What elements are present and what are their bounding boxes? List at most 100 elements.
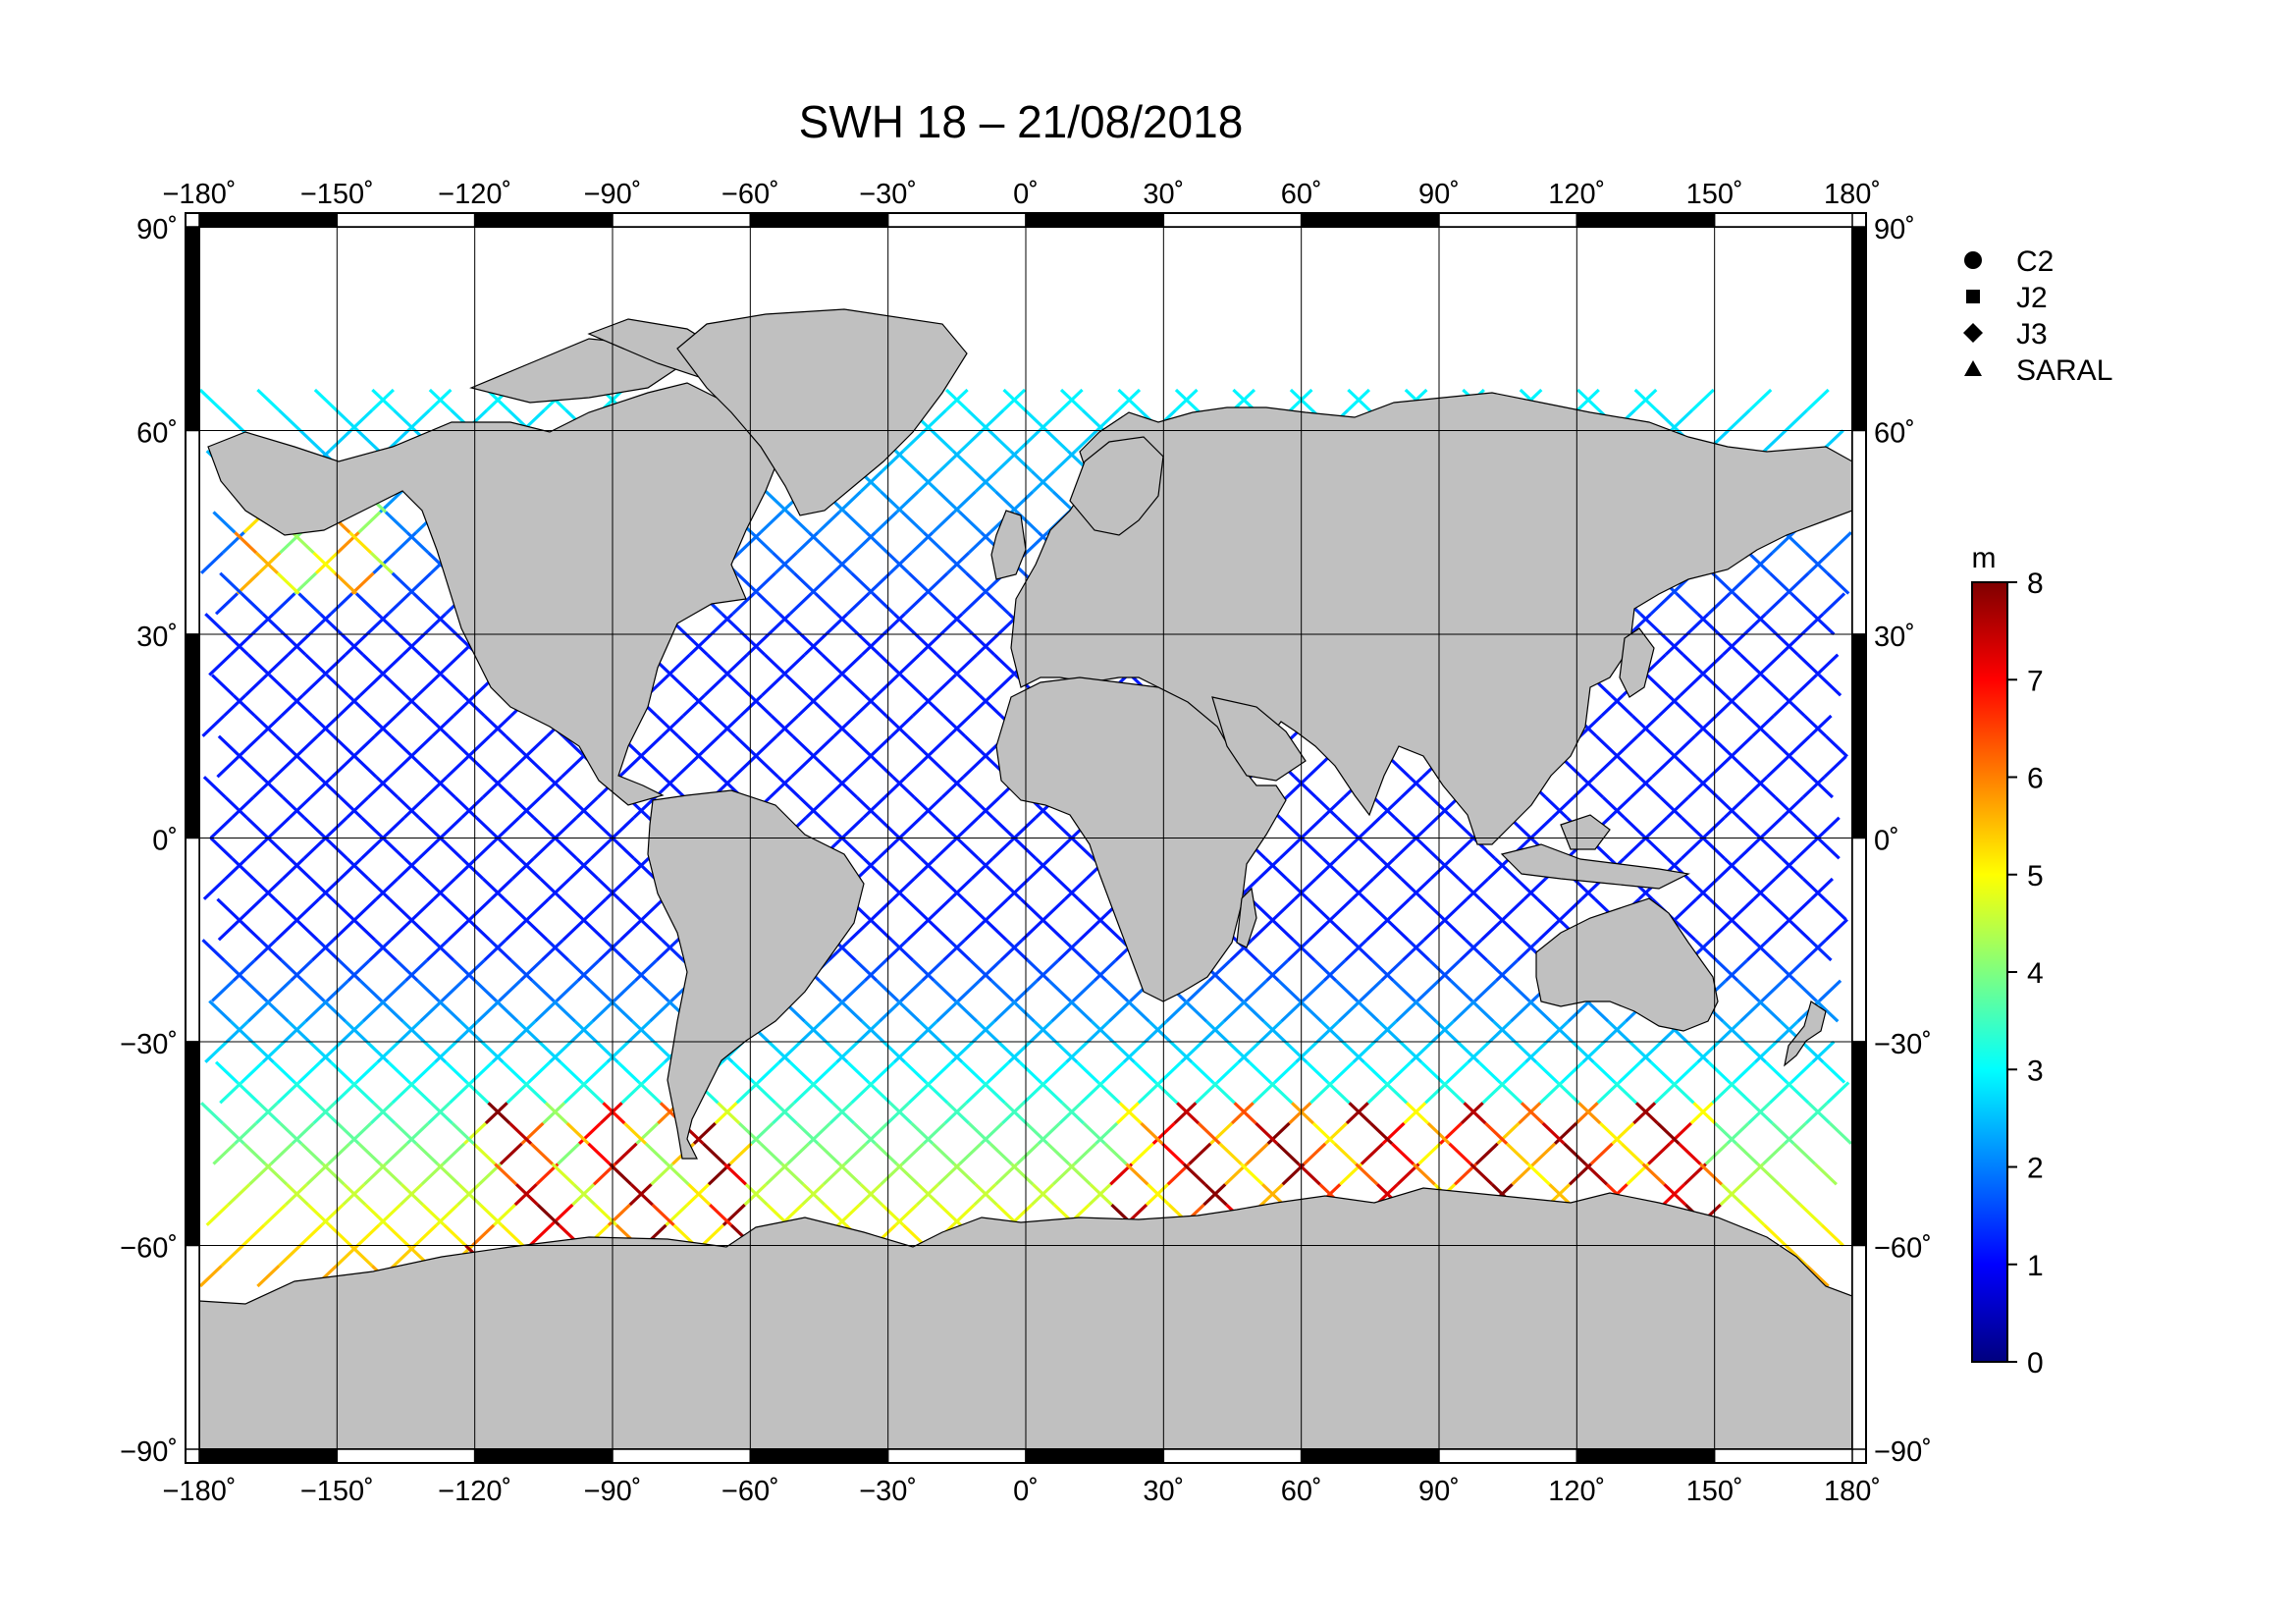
track-segment xyxy=(546,939,570,962)
track-segment xyxy=(297,592,322,616)
track-segment xyxy=(796,694,821,718)
track-segment xyxy=(907,571,932,595)
track-segment xyxy=(918,632,942,656)
track-segment xyxy=(788,592,813,616)
track-segment xyxy=(439,837,463,860)
track-segment xyxy=(848,734,873,758)
track-segment xyxy=(1101,1060,1125,1084)
track-segment xyxy=(1759,837,1784,860)
track-segment xyxy=(902,1223,927,1247)
track-segment xyxy=(428,388,453,411)
track-segment xyxy=(412,592,437,616)
track-segment xyxy=(896,653,921,676)
track-segment xyxy=(781,653,806,676)
track-segment xyxy=(357,1142,382,1165)
track-segment xyxy=(229,1020,253,1044)
track-segment xyxy=(1816,816,1841,839)
track-segment xyxy=(525,755,550,779)
track-segment xyxy=(1526,1163,1551,1186)
track-segment xyxy=(269,1142,294,1165)
track-segment xyxy=(375,776,400,799)
track-segment xyxy=(928,755,952,779)
track-segment xyxy=(339,857,363,881)
track-segment xyxy=(438,653,462,676)
track-segment xyxy=(254,551,279,574)
track-segment xyxy=(1336,837,1361,860)
track-segment xyxy=(920,795,943,819)
track-segment xyxy=(684,632,709,656)
colorbar-ticks: 0 1 2 3 4 5 6 7 8 xyxy=(2007,568,2044,1380)
track-segment xyxy=(774,551,798,574)
track-segment xyxy=(425,939,450,962)
legend-marker-triangle xyxy=(1964,360,1982,376)
frame-segment-right xyxy=(1851,429,1867,635)
track-segment xyxy=(419,653,444,676)
track-segment xyxy=(1184,1000,1208,1023)
track-segment xyxy=(988,1142,1013,1165)
track-segment xyxy=(735,1081,760,1105)
track-segment xyxy=(1363,897,1388,921)
track-segment xyxy=(1061,1102,1086,1125)
track-segment xyxy=(614,1142,638,1165)
track-segment xyxy=(488,939,512,962)
land-scandinavia xyxy=(1069,436,1164,536)
track-segment xyxy=(1321,795,1346,819)
track-segment xyxy=(220,1244,244,1268)
track-segment xyxy=(1772,694,1796,718)
track-segment xyxy=(1456,1040,1480,1063)
track-segment xyxy=(1237,1040,1261,1063)
track-segment xyxy=(1810,877,1834,900)
track-segment xyxy=(329,1060,353,1084)
lat-tick-label: 90˚ xyxy=(136,214,178,245)
track-segment xyxy=(947,714,972,737)
track-segment xyxy=(1073,1142,1097,1165)
track-segment xyxy=(638,1081,662,1105)
track-segment xyxy=(1360,1142,1384,1165)
track-segment xyxy=(962,755,987,779)
land-north-america xyxy=(207,382,786,806)
track-segment xyxy=(627,1020,652,1044)
track-segment xyxy=(757,592,781,616)
track-segment xyxy=(1059,388,1084,411)
track-segment xyxy=(1660,632,1684,656)
track-segment xyxy=(617,755,642,779)
frame-segment-bottom xyxy=(886,1448,1027,1464)
track-segment xyxy=(855,795,880,819)
track-segment xyxy=(1388,1060,1413,1084)
track-segment xyxy=(1556,1081,1580,1105)
track-segment xyxy=(1347,388,1371,411)
track-segment xyxy=(383,674,407,697)
colorbar-tick-label: 0 xyxy=(2027,1347,2044,1380)
track-segment xyxy=(1118,1102,1143,1125)
track-segment xyxy=(1122,1040,1147,1063)
track-segment xyxy=(1280,1000,1305,1023)
track-segment xyxy=(1792,1142,1817,1165)
track-segment xyxy=(1795,816,1820,839)
track-segment xyxy=(1305,1060,1329,1084)
track-segment xyxy=(992,1000,1017,1023)
track-segment xyxy=(857,632,881,656)
track-segment xyxy=(329,592,353,616)
lon-tick-label: −60˚ xyxy=(721,1476,779,1507)
track-segment xyxy=(1204,1020,1229,1044)
track-segment xyxy=(280,694,304,718)
track-segment xyxy=(282,795,305,819)
track-segment xyxy=(1753,1040,1778,1063)
track-segment xyxy=(1699,1163,1724,1186)
track-segment xyxy=(990,979,1015,1002)
lon-tick-label: 90˚ xyxy=(1418,179,1460,210)
colorbar-tick-label: 5 xyxy=(2027,860,2044,893)
track-segment xyxy=(575,795,600,819)
track-segment xyxy=(1696,613,1721,636)
track-segment xyxy=(867,1081,891,1105)
track-segment xyxy=(834,776,858,799)
track-segment xyxy=(581,918,606,942)
lat-tick-label: 60˚ xyxy=(1874,418,1915,450)
swh-colorbar: m 0 1 2 3 4 5 6 7 8 xyxy=(1971,542,2044,1380)
track-segment xyxy=(390,734,414,758)
frame-segment-top xyxy=(1575,212,1716,228)
track-segment xyxy=(1536,897,1561,921)
track-segment xyxy=(842,979,867,1002)
track-segment xyxy=(261,613,286,636)
track-segment xyxy=(1377,1020,1402,1044)
